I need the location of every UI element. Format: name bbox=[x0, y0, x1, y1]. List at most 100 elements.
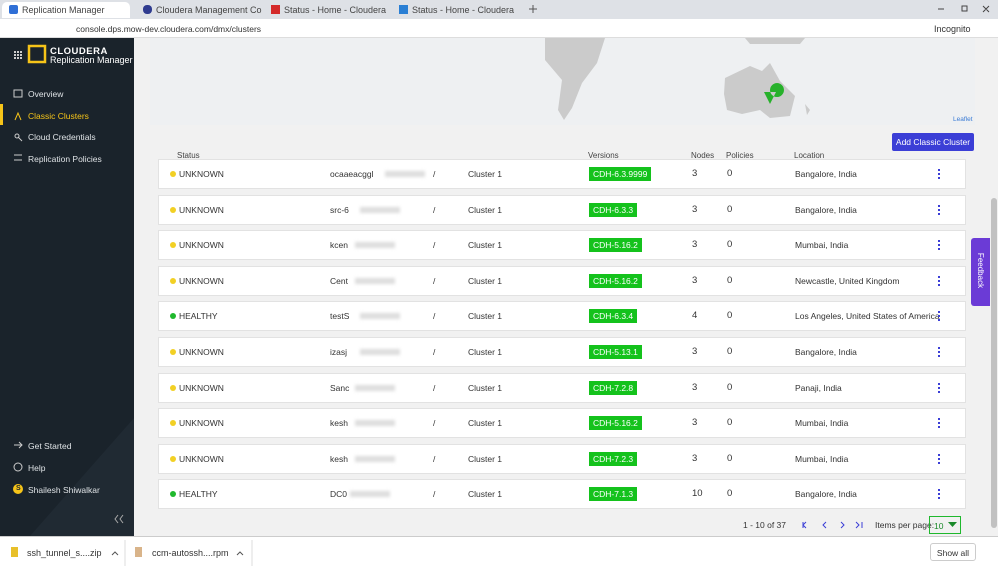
row-menu[interactable] bbox=[937, 310, 941, 324]
nav-item[interactable]: Cloud Credentials bbox=[28, 132, 96, 142]
menu-dot bbox=[938, 311, 940, 314]
separator: / bbox=[433, 347, 436, 357]
download-icons bbox=[11, 540, 253, 566]
download-file[interactable]: ccm-autossh....rpm bbox=[152, 548, 229, 558]
menu-dot bbox=[938, 240, 940, 243]
status: UNKNOWN bbox=[179, 204, 224, 215]
menu-dot bbox=[938, 418, 940, 421]
cluster-name[interactable]: kesh bbox=[330, 418, 348, 429]
row-menu[interactable] bbox=[937, 275, 941, 289]
items-per-page-select[interactable]: 10 bbox=[929, 516, 961, 534]
menu-dot bbox=[938, 457, 940, 460]
menu-dot bbox=[938, 382, 940, 385]
nodes: 3 bbox=[692, 417, 698, 429]
nodes: 3 bbox=[692, 274, 698, 286]
tab[interactable]: Status - Home - Cloudera bbox=[284, 5, 387, 15]
map-attribution[interactable]: Leaflet bbox=[953, 116, 973, 123]
cluster-name[interactable]: kcen bbox=[330, 240, 348, 251]
downloads-bar bbox=[0, 536, 998, 569]
row-menu[interactable] bbox=[937, 168, 941, 182]
column-header: Versions bbox=[588, 151, 619, 160]
status-dot bbox=[170, 384, 176, 391]
row-menu[interactable] bbox=[937, 346, 941, 360]
status: UNKNOWN bbox=[179, 169, 224, 179]
cluster-name[interactable]: src-6 bbox=[330, 204, 349, 215]
menu-dot bbox=[938, 390, 940, 393]
policies: 0 bbox=[727, 274, 733, 286]
version-badge: CDH-7.2.8 bbox=[589, 380, 638, 395]
table-row: UNKNOWN kesh / Cluster 1 CDH-7.2.3 3 0 Mumbai, … bbox=[158, 443, 966, 474]
row-menu[interactable] bbox=[937, 417, 941, 431]
blurred-name bbox=[360, 206, 400, 213]
version-badge: CDH-7.1.3 bbox=[589, 487, 638, 502]
menu-dot bbox=[938, 275, 940, 278]
version-badge: CDH-6.3.9999 bbox=[589, 167, 652, 181]
tab[interactable]: Status - Home - Cloudera bbox=[412, 5, 515, 15]
sidebar-icons bbox=[0, 44, 134, 536]
nav-item[interactable]: Overview bbox=[28, 89, 64, 99]
row-menu[interactable] bbox=[937, 239, 941, 253]
menu-dot bbox=[938, 351, 940, 353]
status: HEALTHY bbox=[179, 489, 218, 500]
cluster: Cluster 1 bbox=[468, 453, 503, 464]
download-file[interactable]: ssh_tunnel_s....zip bbox=[27, 548, 102, 558]
cluster: Cluster 1 bbox=[468, 169, 503, 179]
table-row: UNKNOWN ocaaeacggl / Cluster 1 CDH-6.3.9999 3… bbox=[158, 159, 966, 189]
blurred-name bbox=[385, 171, 425, 177]
tab[interactable]: Replication Manager bbox=[2, 2, 130, 18]
feedback-tab[interactable] bbox=[971, 238, 990, 306]
product: Replication Manager bbox=[50, 55, 133, 65]
show-all-button[interactable]: Show all bbox=[930, 543, 976, 561]
nav-item[interactable]: Classic Clusters bbox=[28, 111, 89, 121]
status-dot bbox=[170, 313, 176, 320]
status-dot bbox=[170, 242, 176, 249]
avatar[interactable]: S bbox=[16, 485, 21, 492]
policies: 0 bbox=[727, 452, 733, 464]
version-badge: CDH-5.13.1 bbox=[589, 345, 642, 359]
tab-bar bbox=[0, 0, 998, 19]
cluster: Cluster 1 bbox=[468, 311, 503, 322]
location: Mumbai, India bbox=[795, 453, 849, 464]
cluster-name[interactable]: DC0 bbox=[330, 489, 348, 500]
menu-dot bbox=[938, 386, 940, 389]
url[interactable]: console.dps.mow-dev.cloudera.com/dmx/clu… bbox=[76, 24, 262, 34]
add-cluster-button[interactable]: Add Classic Cluster bbox=[892, 133, 974, 151]
row-menu[interactable] bbox=[937, 204, 941, 218]
location: Bangalore, India bbox=[795, 347, 857, 357]
menu-dot bbox=[938, 355, 940, 357]
menu-dot bbox=[938, 426, 940, 429]
menu-dot bbox=[938, 212, 940, 215]
table-row: UNKNOWN src-6 / Cluster 1 CDH-6.3.3 3 0 Bangalo… bbox=[158, 194, 966, 225]
column-header: Policies bbox=[726, 151, 754, 160]
nodes: 3 bbox=[692, 168, 698, 179]
profile[interactable]: Incognito bbox=[934, 24, 971, 34]
feedback-label[interactable]: Feedback bbox=[976, 252, 986, 289]
row-menu[interactable] bbox=[937, 488, 941, 502]
cluster-name[interactable]: testS bbox=[330, 311, 350, 322]
nav-item[interactable]: Help bbox=[28, 463, 46, 473]
separator: / bbox=[433, 169, 436, 179]
nav-item[interactable]: Get Started bbox=[28, 441, 72, 451]
user-name[interactable]: Shailesh Shiwalkar bbox=[28, 485, 100, 495]
menu-dot bbox=[938, 173, 940, 175]
nav-item[interactable]: Replication Policies bbox=[28, 154, 102, 164]
cluster-name[interactable]: ocaaeacggl bbox=[330, 169, 374, 179]
menu-dot bbox=[938, 461, 940, 464]
nodes: 3 bbox=[692, 203, 698, 215]
cluster-name[interactable]: izasj bbox=[330, 347, 348, 357]
pager-icons[interactable] bbox=[800, 518, 870, 532]
row-menu[interactable] bbox=[937, 453, 941, 467]
cluster-name[interactable]: kesh bbox=[330, 453, 348, 464]
menu-dot bbox=[938, 347, 940, 349]
cluster-name[interactable]: Sanc bbox=[330, 382, 350, 393]
version-badge: CDH-5.16.2 bbox=[589, 416, 642, 431]
row-menu[interactable] bbox=[937, 382, 941, 396]
menu-dot bbox=[938, 248, 940, 251]
blurred-name bbox=[355, 277, 395, 284]
separator: / bbox=[433, 489, 436, 500]
map bbox=[150, 38, 975, 125]
cluster-name[interactable]: Cent bbox=[330, 275, 348, 286]
separator: / bbox=[433, 382, 436, 393]
menu-dot bbox=[938, 319, 940, 322]
tab[interactable]: Cloudera Management Co bbox=[156, 5, 262, 15]
